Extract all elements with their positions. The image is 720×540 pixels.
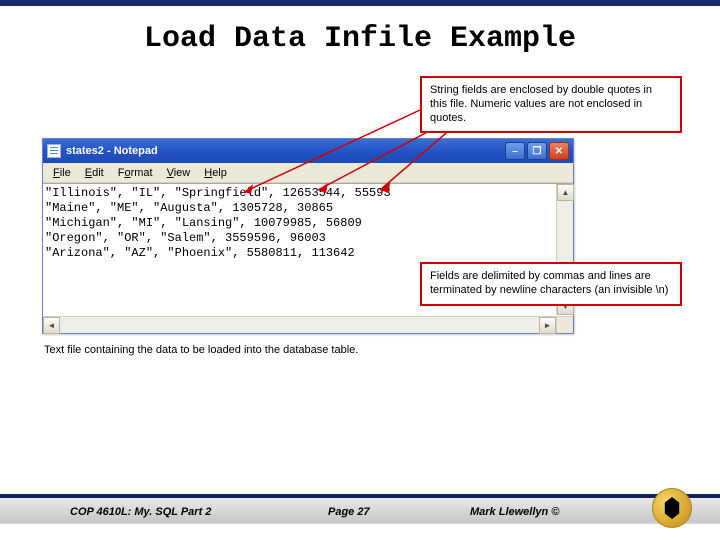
menu-help[interactable]: Help	[198, 166, 233, 180]
callout-text: Fields are delimited by commas and lines…	[430, 270, 668, 296]
footer-course: COP 4610L: My. SQL Part 2	[70, 506, 211, 518]
callout-delimiters: Fields are delimited by commas and lines…	[420, 262, 682, 306]
slide-title: Load Data Infile Example	[0, 22, 720, 56]
menubar: File Edit Format View Help	[43, 163, 573, 183]
minimize-button[interactable]: –	[505, 142, 525, 160]
close-button[interactable]: ✕	[549, 142, 569, 160]
text-area[interactable]: "Illinois", "IL", "Springfield", 1265354…	[43, 183, 573, 333]
footer-underline	[0, 522, 720, 524]
hscroll-track[interactable]	[60, 317, 539, 333]
scroll-up-icon[interactable]: ▲	[557, 184, 574, 201]
caption-below-notepad: Text file containing the data to be load…	[44, 344, 358, 356]
scroll-left-icon[interactable]: ◄	[43, 317, 60, 334]
menu-format[interactable]: Format	[112, 166, 159, 180]
scroll-right-icon[interactable]: ►	[539, 317, 556, 334]
footer-page: Page 27	[328, 506, 370, 518]
footer-author: Mark Llewellyn ©	[470, 506, 559, 518]
callout-string-fields: String fields are enclosed by double quo…	[420, 76, 682, 133]
notepad-icon	[47, 144, 61, 158]
maximize-button[interactable]: ❐	[527, 142, 547, 160]
menu-edit[interactable]: Edit	[79, 166, 110, 180]
menu-view[interactable]: View	[161, 166, 197, 180]
ucf-logo	[652, 488, 692, 528]
titlebar[interactable]: states2 - Notepad – ❐ ✕	[43, 139, 573, 163]
logo-shape	[663, 497, 681, 519]
window-title: states2 - Notepad	[66, 145, 158, 157]
top-accent-bar	[0, 0, 720, 6]
horizontal-scrollbar[interactable]: ◄ ►	[43, 316, 556, 333]
callout-text: String fields are enclosed by double quo…	[430, 84, 652, 124]
menu-file[interactable]: File	[47, 166, 77, 180]
resize-grip[interactable]	[556, 316, 573, 333]
